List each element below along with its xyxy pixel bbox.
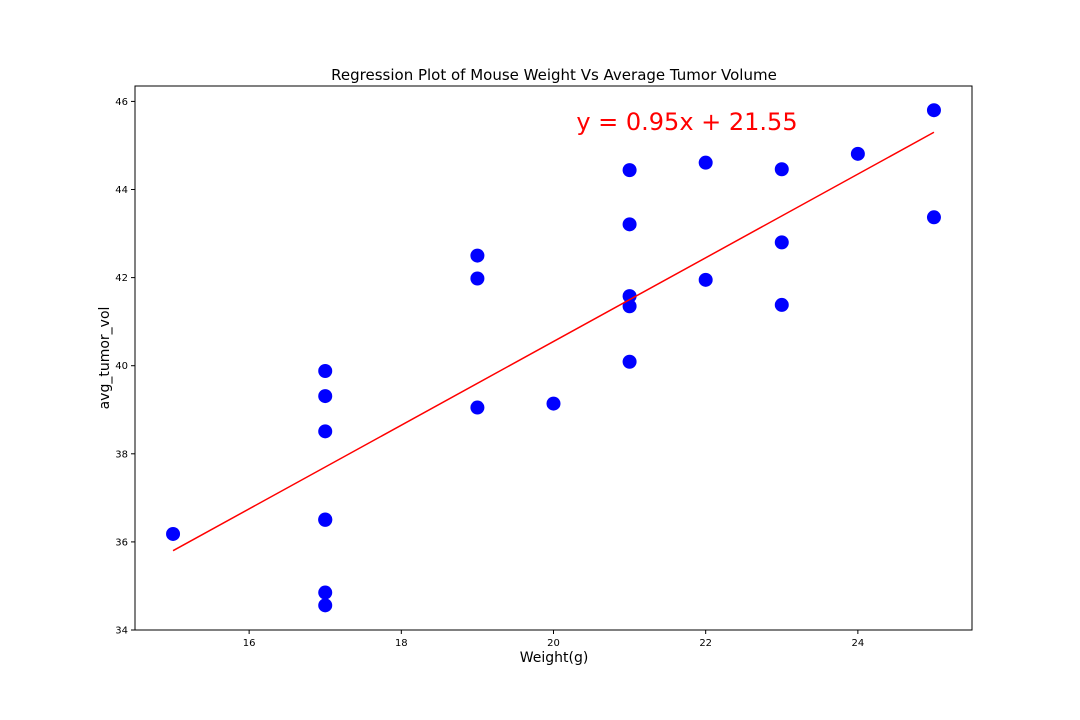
plot-frame [134, 85, 973, 631]
data-point-11 [546, 396, 561, 411]
axis-ticks: 16 18 20 22 24 34 36 38 40 42 44 46 [115, 97, 864, 649]
y-tick-label: 46 [115, 97, 128, 108]
data-point-14 [622, 289, 637, 304]
plot-area [166, 103, 941, 613]
data-point-7 [318, 598, 333, 613]
data-point-6 [318, 585, 333, 600]
data-point-8 [470, 248, 485, 263]
chart-title: Regression Plot of Mouse Weight Vs Avera… [331, 66, 777, 84]
data-point-15 [622, 299, 637, 314]
x-tick-label: 16 [243, 638, 256, 649]
y-tick-label: 44 [115, 185, 128, 196]
x-tick-label: 24 [851, 638, 864, 649]
y-tick-label: 40 [115, 361, 128, 372]
data-point-24 [926, 210, 941, 225]
y-tick-label: 36 [115, 537, 128, 548]
data-point-23 [926, 103, 941, 118]
x-tick-label: 18 [395, 638, 408, 649]
data-point-12 [622, 163, 637, 178]
data-point-3 [318, 424, 333, 439]
x-tick-label: 22 [699, 638, 712, 649]
y-tick-label: 34 [115, 626, 128, 637]
x-tick-label: 20 [547, 638, 560, 649]
data-point-13 [622, 217, 637, 232]
data-point-9 [470, 271, 485, 286]
y-axis-label: avg_tumor_vol [97, 307, 113, 410]
data-point-20 [774, 235, 789, 250]
regression-equation: y = 0.95x + 21.55 [576, 108, 797, 136]
data-point-17 [698, 155, 713, 170]
data-point-22 [850, 146, 865, 161]
data-point-16 [622, 354, 637, 369]
data-point-19 [774, 162, 789, 177]
data-point-21 [774, 297, 789, 312]
data-point-10 [470, 400, 485, 415]
data-point-1 [318, 363, 333, 378]
y-tick-label: 42 [115, 273, 128, 284]
data-point-0 [166, 526, 181, 541]
x-axis-label: Weight(g) [520, 650, 589, 666]
regression-line [172, 131, 935, 552]
data-point-18 [698, 272, 713, 287]
data-point-5 [318, 512, 333, 527]
data-point-2 [318, 389, 333, 404]
y-tick-label: 38 [115, 449, 128, 460]
